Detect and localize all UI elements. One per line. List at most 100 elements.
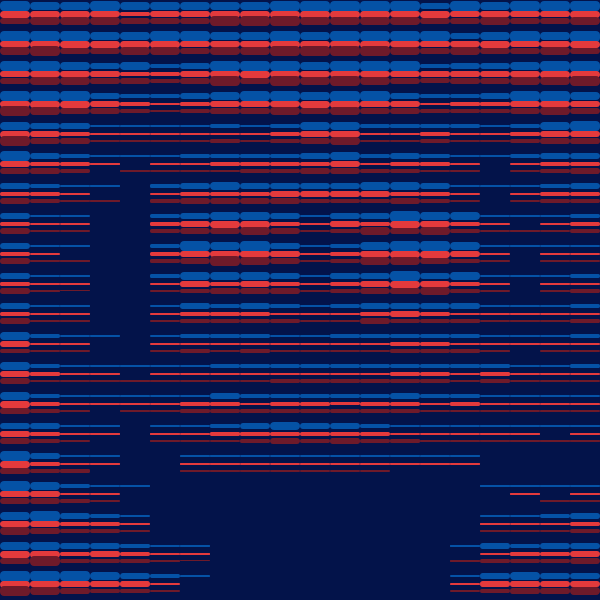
- red-stripe: [210, 101, 240, 107]
- blue-stripe: [0, 91, 30, 101]
- blue-stripe: [480, 304, 510, 308]
- blue-stripe: [420, 272, 450, 280]
- blue-stripe: [300, 92, 330, 100]
- blue-stripe: [270, 454, 300, 458]
- red-stripe: [360, 402, 390, 406]
- red-stripe: [120, 71, 150, 77]
- blue-stripe: [300, 394, 330, 398]
- dark-red-stripe: [90, 588, 120, 594]
- blue-stripe: [510, 91, 540, 101]
- blue-stripe: [90, 31, 120, 41]
- blue-stripe: [30, 61, 60, 71]
- red-stripe: [480, 372, 510, 376]
- blue-stripe: [570, 182, 600, 190]
- dark-red-stripe: [480, 77, 510, 85]
- red-stripe: [360, 280, 390, 288]
- dark-red-stripe: [30, 349, 60, 353]
- red-stripe: [420, 311, 450, 317]
- blue-stripe: [330, 364, 360, 368]
- blue-stripe: [540, 334, 570, 338]
- dark-red-stripe: [330, 469, 360, 473]
- dark-red-stripe: [30, 409, 60, 413]
- red-stripe: [420, 132, 450, 136]
- red-stripe: [390, 191, 420, 197]
- blue-stripe: [60, 513, 90, 519]
- blue-stripe: [510, 395, 540, 397]
- dark-red-stripe: [30, 17, 60, 25]
- red-stripe: [480, 40, 510, 48]
- dark-red-stripe: [480, 350, 510, 352]
- blue-stripe: [420, 63, 450, 69]
- dark-red-stripe: [390, 17, 420, 25]
- dark-red-stripe: [450, 319, 480, 323]
- blue-stripe: [360, 0, 390, 12]
- dark-red-stripe: [570, 379, 600, 383]
- red-stripe: [150, 40, 180, 48]
- red-stripe: [210, 312, 240, 316]
- red-stripe: [480, 283, 510, 285]
- red-stripe: [150, 433, 180, 435]
- blue-stripe: [510, 425, 540, 427]
- red-stripe: [450, 343, 480, 345]
- red-stripe: [150, 282, 180, 286]
- red-stripe: [570, 70, 600, 78]
- red-stripe: [120, 523, 150, 525]
- blue-stripe: [210, 32, 240, 40]
- red-stripe: [150, 313, 180, 315]
- dark-red-stripe: [30, 168, 60, 174]
- red-stripe: [360, 70, 390, 78]
- blue-stripe: [30, 1, 60, 11]
- dark-red-stripe: [480, 140, 510, 142]
- dark-red-stripe: [390, 198, 420, 204]
- blue-stripe: [420, 455, 450, 457]
- blue-stripe: [30, 393, 60, 399]
- dark-red-stripe: [300, 379, 330, 383]
- red-stripe: [180, 102, 210, 106]
- blue-stripe: [120, 572, 150, 580]
- blue-stripe: [510, 153, 540, 159]
- blue-stripe: [390, 424, 420, 428]
- red-stripe: [510, 343, 540, 345]
- blue-stripe: [240, 31, 270, 41]
- dark-red-stripe: [540, 290, 570, 292]
- blue-stripe: [90, 124, 120, 128]
- dark-red-stripe: [360, 379, 390, 383]
- red-stripe: [90, 133, 120, 135]
- red-stripe: [180, 402, 210, 406]
- blue-stripe: [570, 572, 600, 580]
- red-stripe: [450, 402, 480, 406]
- red-stripe: [510, 11, 540, 17]
- red-stripe: [30, 343, 60, 345]
- red-stripe: [60, 161, 90, 167]
- red-stripe: [30, 402, 60, 406]
- blue-stripe: [90, 485, 120, 487]
- blue-stripe: [300, 363, 330, 368]
- blue-stripe: [240, 334, 270, 338]
- dark-red-stripe: [0, 288, 30, 294]
- dark-red-stripe: [150, 410, 180, 412]
- blue-stripe: [180, 394, 210, 398]
- dark-red-stripe: [60, 528, 90, 534]
- red-stripe: [30, 491, 60, 497]
- blue-stripe: [390, 210, 420, 222]
- red-stripe: [540, 373, 570, 375]
- red-stripe: [150, 582, 180, 586]
- blue-stripe: [360, 30, 390, 42]
- blue-stripe: [450, 94, 480, 98]
- blue-stripe: [420, 240, 450, 252]
- red-stripe: [420, 432, 450, 436]
- dark-red-stripe: [210, 349, 240, 353]
- blue-stripe: [570, 394, 600, 398]
- dark-red-stripe: [180, 409, 210, 413]
- red-stripe: [210, 70, 240, 78]
- red-stripe: [60, 521, 90, 526]
- red-stripe: [450, 10, 480, 18]
- dark-red-stripe: [450, 589, 480, 592]
- red-stripe: [0, 520, 30, 528]
- dark-red-stripe: [450, 440, 480, 442]
- dark-red-stripe: [450, 228, 480, 234]
- blue-stripe: [450, 63, 480, 69]
- red-stripe: [540, 130, 570, 138]
- dark-red-stripe: [360, 198, 390, 204]
